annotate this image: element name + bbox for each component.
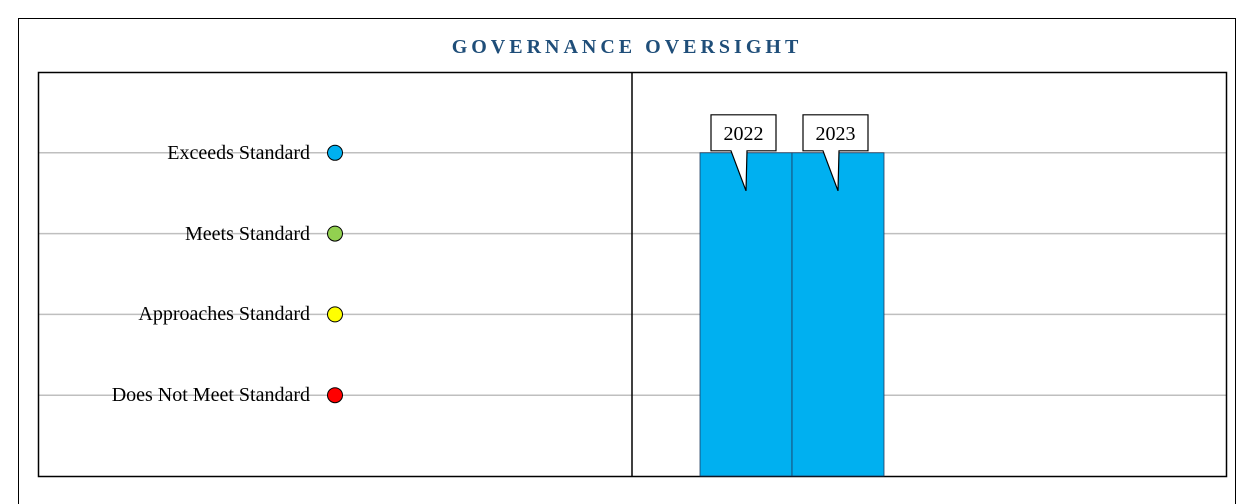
- rating-dot: [327, 387, 343, 404]
- outer-frame: [18, 18, 1236, 504]
- y-tick-label: Meets Standard: [185, 222, 310, 245]
- callout: [710, 114, 777, 192]
- y-tick-label: Approaches Standard: [138, 303, 310, 326]
- bar: [699, 152, 793, 477]
- bar: [791, 152, 885, 477]
- y-tick-label: Exceeds Standard: [167, 141, 310, 164]
- callout: [802, 114, 869, 192]
- callout-label: 2023: [816, 123, 856, 145]
- callout-label: 2022: [724, 123, 764, 145]
- rating-dot: [327, 225, 343, 242]
- rating-dot: [327, 144, 343, 161]
- rating-dot: [327, 306, 343, 323]
- chart-title: GOVERNANCE OVERSIGHT: [452, 36, 803, 58]
- y-tick-label: Does Not Meet Standard: [111, 384, 310, 407]
